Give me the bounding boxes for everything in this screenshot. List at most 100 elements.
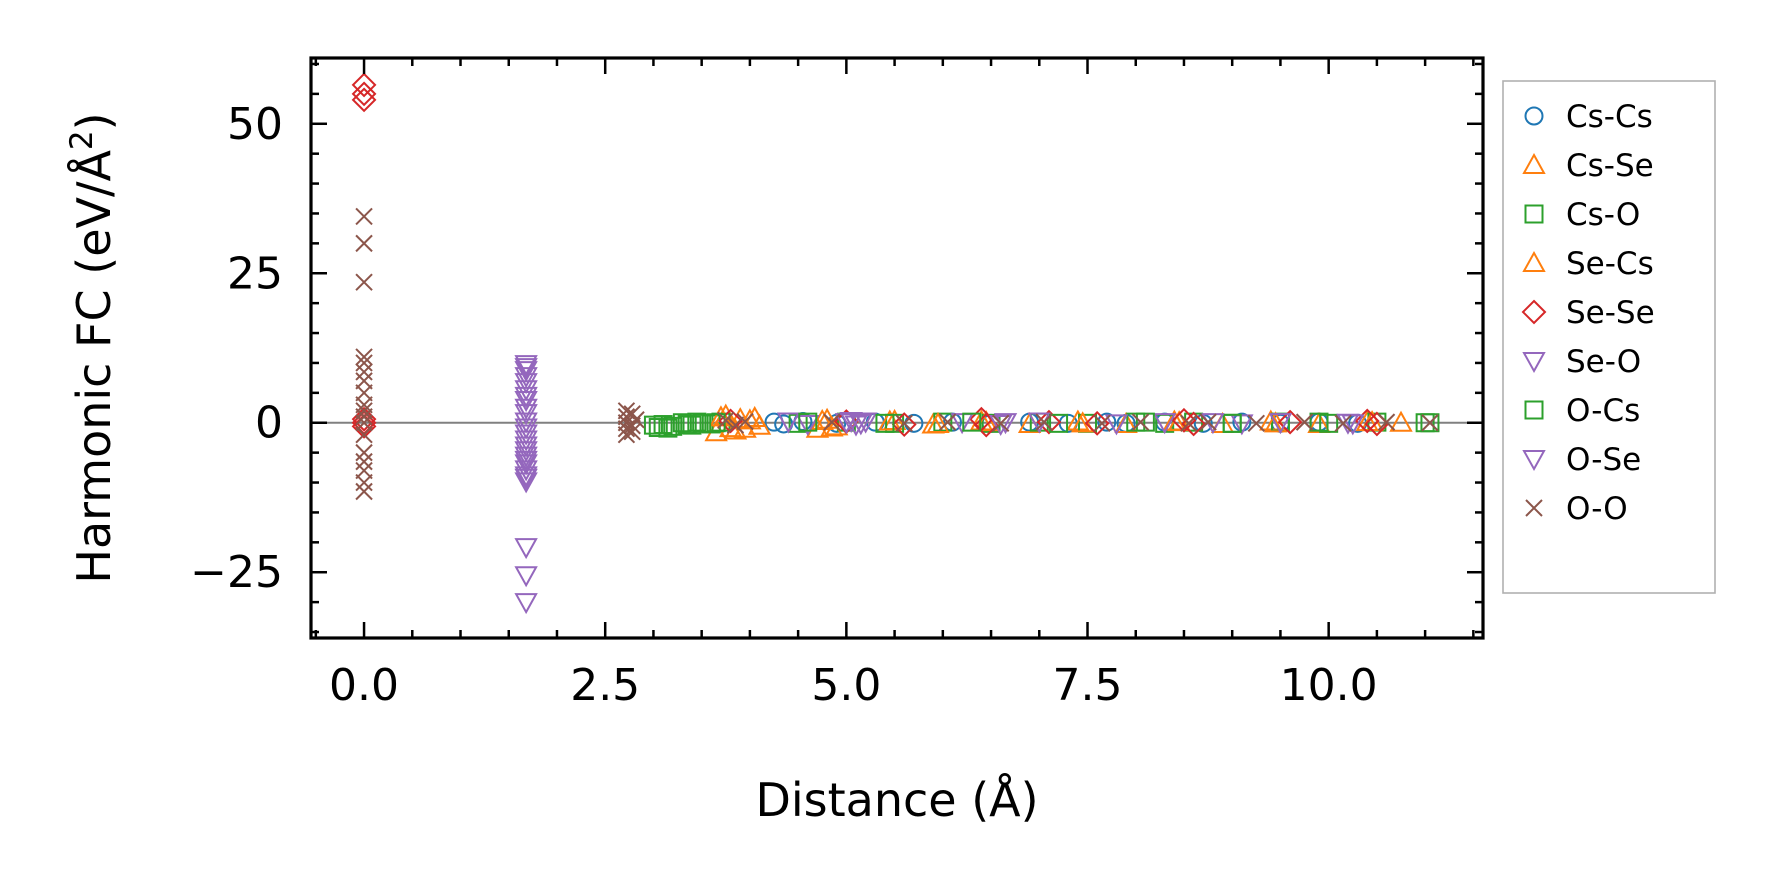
data-markers (351, 72, 1440, 615)
y-axis-label: Harmonic FC (eV/Å2) (64, 112, 121, 583)
legend-item-se-o: Se-O (1522, 344, 1641, 380)
data-point (351, 81, 377, 107)
data-point (658, 418, 678, 438)
plot-background (311, 58, 1483, 638)
data-point (653, 415, 673, 435)
data-point (991, 414, 1010, 433)
y-tick-label: −25 (190, 547, 283, 598)
y-tick-label: 50 (227, 99, 283, 150)
y-axis-label-superscript: 2 (64, 130, 100, 150)
data-point (701, 414, 721, 434)
legend-item-o-se: O-Se (1522, 442, 1641, 478)
data-point (355, 273, 373, 291)
data-point (834, 413, 859, 435)
data-point (672, 413, 692, 433)
data-point (514, 472, 538, 494)
data-point (355, 363, 373, 381)
y-tick-label: 25 (227, 248, 283, 299)
plot-area (309, 56, 1485, 640)
data-point (1309, 412, 1329, 432)
data-point (878, 409, 902, 431)
data-point (1247, 414, 1266, 433)
data-point (1295, 413, 1314, 431)
data-point (1171, 407, 1197, 433)
x-tick-label: 0.0 (329, 660, 399, 711)
data-point (962, 412, 982, 432)
x-tick-label: 7.5 (1053, 660, 1123, 711)
legend-marker (1524, 400, 1544, 420)
data-point (514, 538, 538, 560)
data-point (950, 413, 974, 435)
data-point (1354, 408, 1380, 434)
legend-marker (1522, 450, 1546, 472)
data-point (643, 415, 663, 435)
data-point (514, 418, 538, 440)
data-point (1135, 412, 1155, 432)
data-point (351, 413, 377, 439)
data-point (1152, 413, 1177, 435)
data-point (514, 398, 538, 420)
data-point (798, 412, 818, 432)
legend-item-cs-o: Cs-O (1524, 197, 1640, 233)
data-point (938, 413, 957, 431)
data-point (355, 234, 373, 253)
legend-marker (1525, 499, 1543, 517)
y-tick-label: 0 (255, 398, 283, 449)
data-point (351, 87, 377, 113)
data-point (514, 466, 538, 488)
data-point (514, 450, 538, 472)
legend-item-cs-cs: Cs-Cs (1524, 99, 1653, 135)
x-axis-label: Distance (Å) (755, 773, 1038, 827)
data-point (514, 454, 538, 476)
data-point (926, 411, 950, 433)
legend-label: Se-O (1566, 344, 1641, 380)
data-point (355, 354, 373, 372)
data-point (1259, 409, 1283, 431)
data-point (514, 424, 538, 446)
data-point (891, 412, 917, 437)
data-point (1035, 413, 1053, 431)
data-point (648, 418, 668, 438)
data-point (351, 72, 377, 98)
data-point (1377, 413, 1396, 431)
data-point (627, 411, 645, 429)
data-point (514, 358, 538, 380)
data-point (823, 413, 841, 431)
legend-label: O-Se (1566, 442, 1641, 478)
data-point (355, 348, 373, 366)
legend-label: Cs-Se (1566, 148, 1654, 184)
data-point (1232, 412, 1252, 432)
data-point (1334, 414, 1352, 433)
data-point (1131, 413, 1150, 431)
y-axis-label-main: Harmonic FC (eV/Å (67, 150, 121, 584)
legend: Cs-Cs Cs-Se Cs-O Se-Cs Se-Se Se-O O-Cs O-Se O-O (1502, 80, 1716, 594)
data-point (623, 423, 641, 441)
data-point (1277, 409, 1303, 435)
legend-marker (1522, 152, 1546, 174)
data-point (1415, 413, 1435, 433)
data-point (1126, 412, 1146, 432)
data-point (514, 566, 538, 588)
data-point (514, 373, 538, 395)
x-tick-labels: 0.0 2.5 5.0 7.5 10.0 (329, 660, 1378, 711)
data-point (514, 386, 538, 408)
data-point (1180, 414, 1198, 433)
data-point (1199, 413, 1217, 431)
data-point (1093, 414, 1111, 433)
data-point (514, 430, 538, 452)
data-point (738, 408, 762, 430)
legend-marker (1521, 299, 1547, 325)
data-point (514, 593, 538, 615)
data-point (355, 482, 373, 501)
data-point (736, 412, 754, 431)
data-point (617, 425, 636, 444)
legend-label: Cs-Cs (1566, 99, 1653, 135)
legend-item-o-o: O-O (1525, 491, 1628, 527)
data-point (1341, 414, 1365, 436)
legend-marker (1524, 106, 1544, 126)
data-point (514, 355, 538, 377)
legend-label: Se-Cs (1566, 246, 1654, 282)
legend-item-o-cs: O-Cs (1524, 393, 1640, 429)
data-point (776, 412, 801, 434)
